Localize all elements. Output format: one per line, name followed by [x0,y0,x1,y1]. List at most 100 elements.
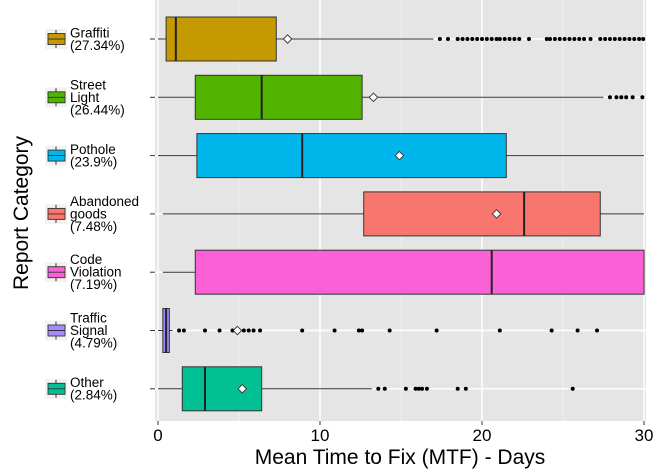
outlier-point [567,37,572,41]
category-label-line: Code [70,252,102,267]
category-label-line: Abandoned [70,194,139,209]
outlier-point [512,37,517,41]
category-label-line: (26.44%) [70,102,125,117]
outlier-point [300,328,305,333]
outlier-point [463,386,468,391]
outlier-point [465,37,470,41]
outlier-point [598,37,603,41]
outlier-point [416,386,421,391]
outlier-point [258,328,263,333]
outlier-point [202,328,207,333]
outlier-point [517,37,522,41]
x-tick-label: 20 [473,426,492,445]
outlier-point [603,37,608,41]
outlier-point [502,37,507,41]
x-tick-label: 10 [311,426,330,445]
outlier-point [572,37,577,41]
mean-marker [368,92,379,103]
category-label-line: Graffiti [70,25,110,40]
box-street-light [158,74,645,120]
outlier-point [241,328,246,333]
outlier-point [624,95,629,100]
box-series [158,16,646,412]
outlier-point [526,37,531,41]
box-pothole [158,133,644,179]
outlier-point [607,95,612,100]
category-label-line: (4.79%) [70,336,117,351]
outlier-point [588,37,593,41]
outlier-point [387,328,392,333]
category-label-line: Light [70,90,100,105]
box-iqr [196,133,507,179]
category-label-line: (7.48%) [70,219,117,234]
outlier-point [217,328,222,333]
box-iqr [194,74,363,120]
outlier-point [552,37,557,41]
category-label-other: Other(2.84%) [45,375,155,403]
outlier-point [548,37,553,41]
outlier-point [627,37,632,41]
outlier-point [356,328,361,333]
category-label-line: (7.19%) [70,277,117,292]
category-label-pothole: Pothole(23.9%) [45,142,155,169]
outlier-point [455,37,460,41]
box-iqr [194,249,645,295]
category-label-line: Signal [70,323,108,338]
outlier-point [177,328,182,333]
outlier-point [622,37,627,41]
outlier-point [582,37,587,41]
category-label-line: Street [70,77,106,92]
outlier-point [376,386,381,391]
outlier-point [544,37,549,41]
mean-marker [232,325,243,336]
box-other [158,366,575,412]
x-tick-label: 30 [635,426,654,445]
box-iqr [165,16,277,62]
outlier-point [181,328,186,333]
x-axis-ticks: 0 10 20 30 [153,421,653,445]
outlier-point [382,386,387,391]
outlier-point [637,37,642,41]
outlier-point [437,37,442,41]
box-iqr [181,366,263,412]
outlier-point [562,37,567,41]
outlier-point [497,328,502,333]
outlier-point [507,37,512,41]
outlier-point [607,37,612,41]
outlier-point [360,328,365,333]
outlier-point [413,386,418,391]
outlier-point [420,386,425,391]
mean-marker [491,209,502,219]
box-code-violation [162,249,645,295]
outlier-point [549,328,554,333]
box-traffic-signal [158,308,600,353]
outlier-point [570,386,575,391]
outlier-point [641,37,646,41]
outlier-point [614,95,619,100]
mean-marker [237,383,248,394]
category-label-line: (23.9%) [70,154,117,169]
outlier-point [246,328,251,333]
outlier-point [475,37,480,41]
outlier-point [494,37,499,41]
outlier-point [575,328,580,333]
outlier-point [424,386,429,391]
category-label-line: goods [70,206,107,221]
category-label-line: (27.34%) [70,38,125,53]
category-label-line: Violation [70,265,122,280]
outlier-point [632,37,637,41]
outlier-point [630,95,635,100]
category-label-line: Traffic [70,311,107,326]
box-iqr [363,191,601,237]
outlier-point [434,328,439,333]
outlier-point [251,328,256,333]
outlier-point [640,95,645,100]
outlier-point [480,37,484,41]
outlier-point [577,37,582,41]
